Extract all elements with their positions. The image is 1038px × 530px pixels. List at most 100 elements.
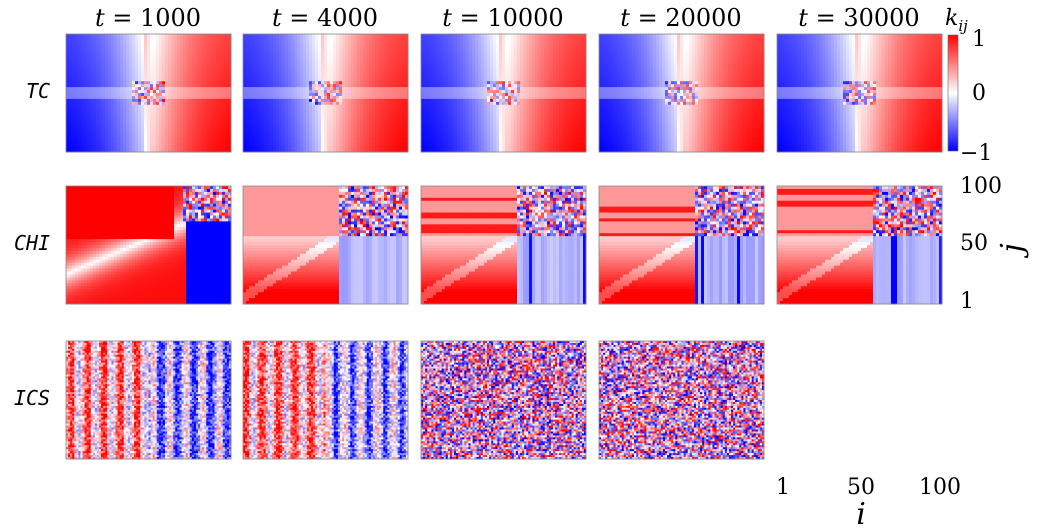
heatmap-cell: [550, 60, 554, 64]
heatmap-cell: [177, 87, 181, 91]
heatmap-cell: [180, 134, 184, 138]
heatmap-cell: [252, 134, 256, 138]
heatmap-cell: [493, 48, 497, 53]
heatmap-cell: [252, 146, 256, 150]
heatmap-cell: [402, 104, 406, 109]
heatmap-cell: [309, 110, 313, 115]
heatmap-cell: [457, 57, 461, 61]
heatmap-cell: [111, 93, 115, 97]
heatmap-cell: [99, 51, 103, 56]
heatmap-cell: [168, 34, 172, 38]
heatmap-cell: [399, 72, 403, 76]
heatmap-cell: [276, 84, 280, 88]
heatmap-cell: [294, 107, 298, 112]
heatmap-cell: [258, 51, 262, 56]
heatmap-cell: [399, 116, 403, 120]
heatmap-cell: [396, 143, 400, 147]
heatmap-cell: [252, 119, 256, 123]
heatmap-cell: [261, 104, 265, 109]
heatmap-cell: [180, 128, 184, 132]
heatmap-cell: [360, 113, 364, 117]
heatmap-cell: [421, 51, 425, 56]
heatmap-cell: [177, 143, 181, 147]
heatmap-cell: [126, 54, 130, 58]
heatmap-cell: [384, 95, 388, 100]
heatmap-cell: [390, 63, 394, 67]
heatmap-cell: [201, 116, 205, 120]
heatmap-cell: [132, 113, 136, 117]
heatmap-cell: [538, 36, 542, 41]
heatmap-cell: [532, 48, 536, 53]
heatmap-cell: [147, 146, 151, 150]
heatmap-cell: [138, 45, 142, 50]
heatmap-cell: [99, 75, 103, 79]
heatmap-cell: [375, 69, 379, 73]
heatmap-cell: [153, 95, 157, 100]
heatmap-cell: [297, 69, 301, 73]
heatmap-cell: [393, 69, 397, 73]
heatmap-cell: [102, 78, 106, 82]
heatmap-cell: [448, 42, 452, 47]
heatmap-cell: [183, 101, 187, 106]
heatmap-cell: [330, 45, 334, 50]
heatmap-cell: [201, 34, 205, 38]
heatmap-cell: [99, 104, 103, 109]
heatmap-cell: [192, 63, 196, 67]
heatmap-cell: [291, 34, 295, 38]
heatmap-cell: [186, 63, 190, 67]
heatmap-cell: [249, 60, 253, 64]
heatmap-cell: [538, 60, 542, 64]
heatmap-cell: [198, 34, 202, 38]
heatmap-cell: [249, 116, 253, 120]
heatmap-cell: [559, 54, 563, 58]
heatmap-cell: [264, 93, 268, 97]
heatmap-cell: [156, 93, 160, 97]
heatmap-cell: [393, 75, 397, 79]
heatmap-cell: [114, 131, 118, 135]
heatmap-cell: [300, 57, 304, 61]
heatmap-cell: [405, 84, 409, 88]
heatmap-cell: [273, 57, 277, 61]
heatmap-cell: [330, 84, 334, 88]
heatmap-cell: [216, 107, 220, 112]
heatmap-cell: [270, 34, 274, 38]
heatmap-cell: [291, 101, 295, 106]
heatmap-cell: [183, 69, 187, 73]
heatmap-cell: [306, 101, 310, 106]
heatmap-cell: [201, 81, 205, 85]
heatmap-cell: [448, 60, 452, 64]
heatmap-cell: [198, 90, 202, 94]
heatmap-cell: [69, 60, 73, 64]
heatmap-cell: [243, 149, 247, 153]
heatmap-cell: [195, 101, 199, 106]
heatmap-cell: [123, 146, 127, 150]
heatmap-cell: [469, 57, 473, 61]
heatmap-cell: [186, 84, 190, 88]
heatmap-cell: [318, 119, 322, 123]
heatmap-cell: [213, 60, 217, 64]
heatmap-cell: [282, 34, 286, 38]
heatmap-cell: [436, 57, 440, 61]
heatmap-cell: [276, 72, 280, 76]
heatmap-cell: [378, 60, 382, 64]
heatmap-cell: [363, 110, 367, 115]
heatmap-cell: [78, 104, 82, 109]
heatmap-cell: [282, 149, 286, 153]
heatmap-cell: [105, 113, 109, 117]
heatmap-cell: [276, 107, 280, 112]
heatmap-cell: [360, 45, 364, 50]
heatmap-cell: [207, 72, 211, 76]
heatmap-cell: [369, 78, 373, 82]
heatmap-cell: [484, 51, 488, 56]
heatmap-cell: [393, 104, 397, 109]
heatmap-cell: [153, 131, 157, 135]
heatmap-cell: [387, 98, 391, 103]
heatmap-cell: [99, 87, 103, 91]
heatmap-cell: [559, 34, 563, 38]
heatmap-cell: [333, 36, 337, 41]
heatmap-cell: [297, 101, 301, 106]
heatmap-cell: [258, 101, 262, 106]
heatmap-cell: [117, 128, 121, 132]
heatmap-cell: [93, 110, 97, 115]
heatmap-cell: [180, 95, 184, 100]
